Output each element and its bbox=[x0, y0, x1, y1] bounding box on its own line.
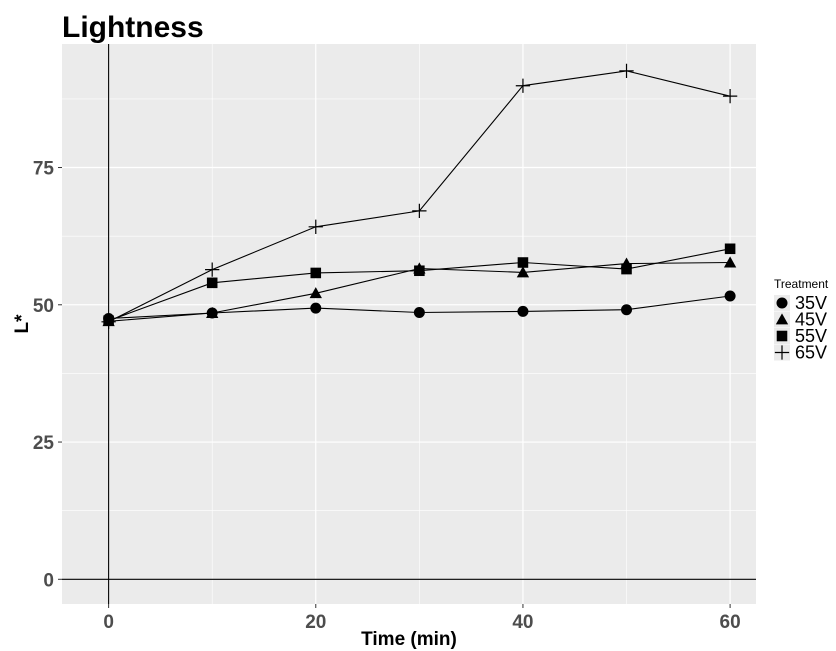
x-tick-label: 0 bbox=[103, 612, 114, 633]
chart-title: Lightness bbox=[62, 11, 204, 44]
x-tick-label: 40 bbox=[512, 612, 533, 633]
data-point-55v bbox=[517, 257, 529, 268]
data-point-35v bbox=[517, 305, 529, 317]
data-point-55v bbox=[724, 243, 736, 255]
data-point-55v bbox=[621, 263, 632, 275]
legend-key-35v bbox=[776, 297, 788, 309]
data-point-35v bbox=[413, 306, 425, 318]
data-point-65v bbox=[205, 262, 220, 277]
legend-key-45v bbox=[775, 313, 789, 325]
data-point-35v bbox=[310, 302, 322, 314]
axes: 0 20 40 60 0 25 50 75 bbox=[33, 159, 741, 633]
legend-key-65v bbox=[774, 345, 790, 360]
y-axis-title: L* bbox=[12, 314, 33, 334]
legend-label-65v: 65V bbox=[795, 343, 827, 363]
x-tick-label: 20 bbox=[305, 612, 326, 633]
x-tick-label: 60 bbox=[720, 612, 741, 633]
data-point-55v bbox=[310, 267, 322, 279]
legend-title: Treatment bbox=[774, 277, 829, 291]
data-point-35v bbox=[621, 304, 633, 316]
data-point-55v bbox=[206, 277, 218, 289]
data-point-65v bbox=[308, 219, 323, 234]
data-point-65v bbox=[722, 89, 738, 104]
data-point-45v bbox=[309, 287, 322, 299]
data-point-35v bbox=[724, 290, 736, 302]
data-point-45v bbox=[516, 266, 530, 278]
y-tick-label: 0 bbox=[43, 570, 54, 591]
legend-label-35v: 35V bbox=[795, 293, 827, 313]
series-layer bbox=[101, 63, 738, 329]
y-tick-label: 75 bbox=[33, 159, 55, 180]
data-point-65v bbox=[515, 78, 531, 93]
data-point-45v bbox=[723, 256, 737, 268]
legend-key-55v bbox=[776, 330, 788, 342]
data-point-65v bbox=[101, 314, 116, 329]
data-point-65v bbox=[412, 203, 427, 219]
data-point-55v bbox=[414, 265, 425, 277]
x-axis-title: Time (min) bbox=[361, 629, 457, 650]
data-point-65v bbox=[619, 63, 634, 79]
legend-label-45v: 45V bbox=[795, 310, 827, 330]
data-point-45v bbox=[206, 306, 219, 318]
legend-label-55v: 55V bbox=[795, 326, 827, 346]
y-tick-label: 25 bbox=[33, 433, 55, 454]
y-tick-label: 50 bbox=[33, 296, 54, 317]
plot-panel bbox=[62, 44, 756, 604]
